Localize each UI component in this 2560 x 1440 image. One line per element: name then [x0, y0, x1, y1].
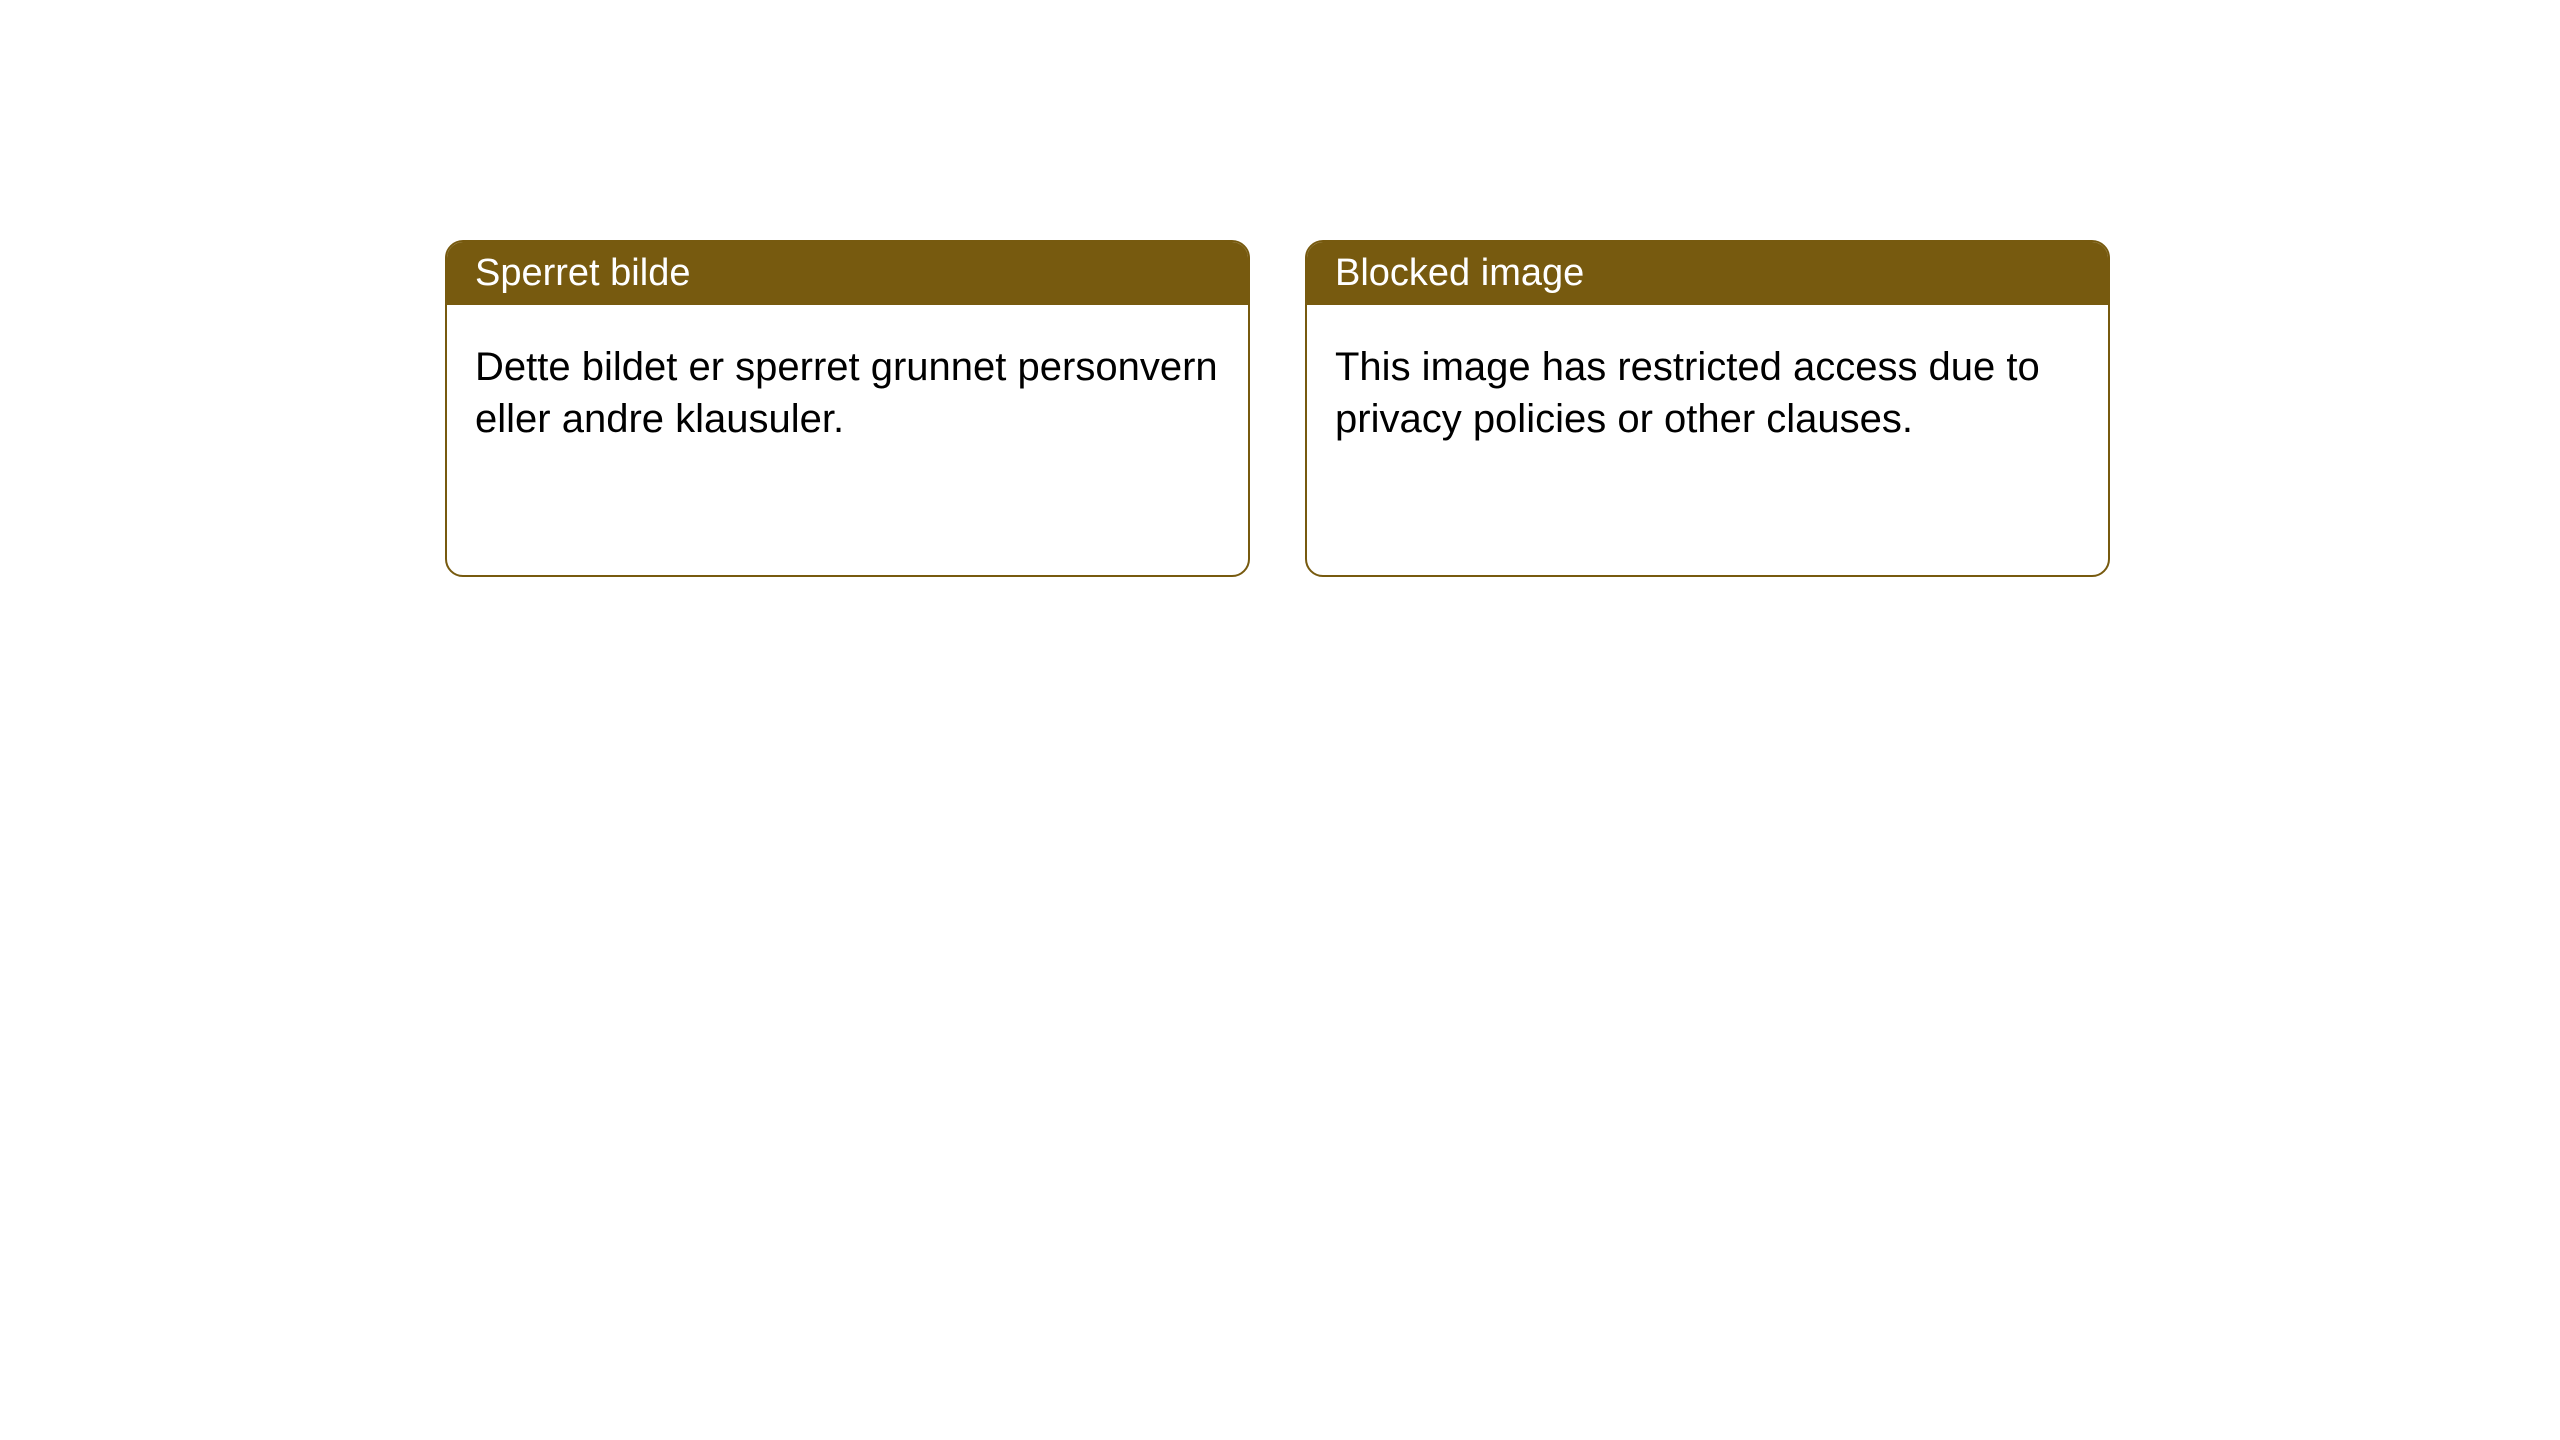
notice-body-text: Dette bildet er sperret grunnet personve… — [475, 345, 1218, 441]
notice-body-text: This image has restricted access due to … — [1335, 345, 2040, 441]
notice-card-norwegian: Sperret bilde Dette bildet er sperret gr… — [445, 240, 1250, 577]
notice-card-english: Blocked image This image has restricted … — [1305, 240, 2110, 577]
notice-body: This image has restricted access due to … — [1307, 305, 2108, 575]
notice-body: Dette bildet er sperret grunnet personve… — [447, 305, 1248, 575]
notice-header: Sperret bilde — [447, 242, 1248, 305]
notice-container: Sperret bilde Dette bildet er sperret gr… — [0, 0, 2560, 577]
notice-title: Sperret bilde — [475, 252, 690, 294]
notice-header: Blocked image — [1307, 242, 2108, 305]
notice-title: Blocked image — [1335, 252, 1584, 294]
